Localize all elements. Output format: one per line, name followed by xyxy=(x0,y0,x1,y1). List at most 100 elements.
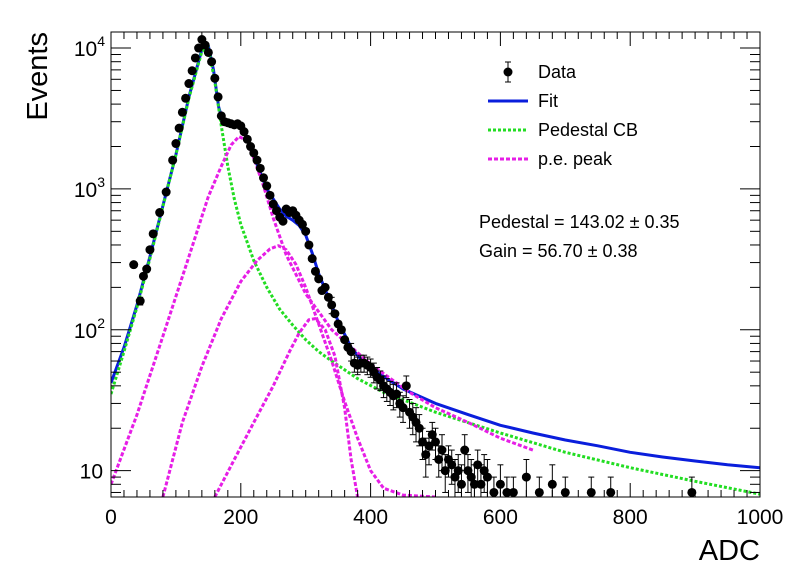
series-line-p-e-peak-2 xyxy=(161,244,436,497)
data-point xyxy=(327,300,337,310)
data-point xyxy=(414,423,424,433)
data-point xyxy=(330,309,340,319)
data-point xyxy=(249,148,259,158)
data-point xyxy=(168,155,178,165)
data-point xyxy=(177,107,187,117)
data-point xyxy=(242,134,252,144)
data-point xyxy=(489,487,499,497)
data-point xyxy=(320,282,330,292)
x-axis-title: ADC xyxy=(699,535,760,567)
series-line-p-e-peak-1 xyxy=(111,135,534,485)
data-point xyxy=(440,466,450,476)
x-tick-label: 600 xyxy=(483,506,518,529)
data-point xyxy=(301,226,311,236)
data-point xyxy=(135,296,145,306)
fit-annotation: Gain = 56.70 ± 0.38 xyxy=(479,241,638,261)
data-point xyxy=(200,40,210,50)
data-point xyxy=(392,389,402,399)
data-point xyxy=(427,430,437,440)
data-point xyxy=(161,187,171,197)
data-point xyxy=(187,66,197,76)
data-point xyxy=(398,403,408,413)
data-point xyxy=(424,441,434,451)
data-point xyxy=(262,181,272,191)
legend-marker-data xyxy=(503,67,513,77)
annotations: Pedestal = 143.02 ± 0.35 Gain = 56.70 ± 0… xyxy=(479,212,680,261)
data-point xyxy=(265,190,275,200)
x-tick-label: 400 xyxy=(353,506,388,529)
data-point xyxy=(239,127,249,137)
data-point xyxy=(336,325,346,335)
data-point xyxy=(314,274,324,284)
legend-label: Pedestal CB xyxy=(538,120,638,140)
data-point xyxy=(466,472,476,482)
data-point xyxy=(142,264,152,274)
data-point xyxy=(323,292,333,302)
series-line-p-e-peak-3 xyxy=(213,317,360,497)
y-tick-label: 103 xyxy=(74,174,105,202)
data-point xyxy=(203,47,213,57)
data-point xyxy=(687,487,697,497)
data-point xyxy=(207,57,217,67)
x-tick-label: 1000 xyxy=(737,506,784,529)
data-point xyxy=(297,219,307,229)
data-point xyxy=(213,92,223,102)
data-point xyxy=(255,163,265,173)
legend-label: Fit xyxy=(538,91,558,111)
data-point xyxy=(138,271,148,281)
series-line-fit xyxy=(111,44,760,470)
data-point xyxy=(502,487,512,497)
data-point xyxy=(252,155,262,165)
data-point xyxy=(431,437,440,447)
plot-frame xyxy=(110,31,761,498)
data-point xyxy=(155,208,165,218)
legend: Data Fit Pedestal CB p.e. peak xyxy=(488,61,638,169)
data-point xyxy=(304,240,314,250)
data-point xyxy=(473,460,483,470)
data-point xyxy=(307,254,317,264)
series-line-pedestal-cb xyxy=(111,45,760,496)
data-point xyxy=(421,450,431,460)
axes: 0 200 400 600 800 1000 10 102 103 104 ADC Events xyxy=(22,32,783,567)
data-point xyxy=(340,335,350,345)
data-point xyxy=(606,487,616,497)
data-point xyxy=(174,123,184,133)
data-point xyxy=(129,260,139,270)
data-point xyxy=(171,139,181,149)
data-point xyxy=(547,479,557,489)
data-point xyxy=(401,381,411,391)
data-point xyxy=(259,173,269,183)
data-point xyxy=(456,479,466,489)
x-tick-label: 800 xyxy=(613,506,648,529)
data-point xyxy=(278,216,288,226)
data-point xyxy=(482,472,492,482)
y-tick-label: 102 xyxy=(74,315,105,343)
legend-label: Data xyxy=(538,62,577,82)
x-tick-label: 0 xyxy=(105,506,117,529)
data-point xyxy=(181,93,191,103)
fit-annotation: Pedestal = 143.02 ± 0.35 xyxy=(479,212,680,232)
data-point xyxy=(460,445,470,455)
data-point xyxy=(453,466,463,476)
data-point xyxy=(521,472,531,482)
y-tick-label: 104 xyxy=(74,33,105,61)
data-point xyxy=(148,229,158,239)
y-tick-label: 10 xyxy=(80,461,103,484)
data-point xyxy=(184,79,194,89)
data-point xyxy=(434,454,444,464)
data-point xyxy=(310,266,320,276)
data-point xyxy=(145,245,155,255)
data-point xyxy=(210,73,220,83)
y-axis-title: Events xyxy=(22,32,54,121)
data-point xyxy=(190,53,200,63)
data-point xyxy=(418,437,428,447)
data-point xyxy=(346,347,356,357)
data-point xyxy=(469,479,479,489)
data-point xyxy=(447,460,457,470)
data-points xyxy=(129,35,697,497)
data-point xyxy=(476,479,486,489)
data-point xyxy=(437,445,447,455)
x-tick-label: 200 xyxy=(223,506,258,529)
legend-label: p.e. peak xyxy=(538,149,613,169)
